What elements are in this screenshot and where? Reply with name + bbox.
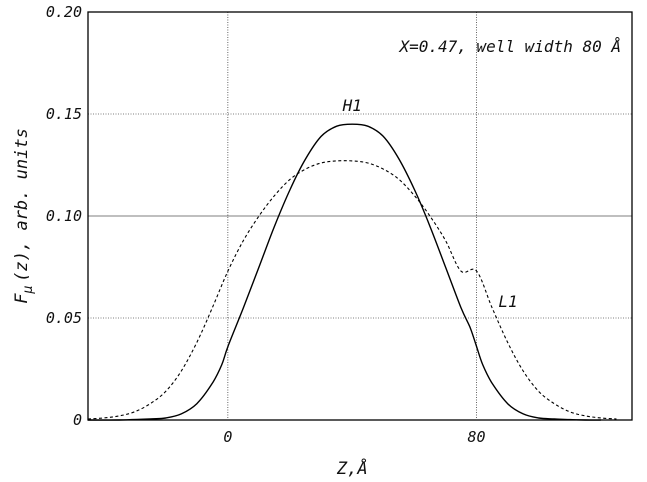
y-tick-label: 0 — [73, 411, 82, 429]
y-tick-label: 0.15 — [46, 105, 82, 123]
series-line-l1 — [87, 160, 617, 420]
plot-frame — [87, 11, 633, 421]
x-tick-label: 0 — [223, 428, 232, 446]
x-tick-label: 80 — [468, 428, 486, 446]
series-line-h1 — [87, 123, 601, 421]
curve-label-l1: L1 — [498, 292, 517, 311]
y-tick-label: 0.20 — [46, 3, 82, 21]
x-axis-label: Z,Å — [336, 457, 368, 479]
chart-annotation: X=0.47, well width 80 Å — [398, 37, 621, 56]
y-axis-label-main: F — [12, 293, 32, 304]
y-axis-label-sub: μ — [21, 286, 36, 295]
y-tick-label: 0.10 — [46, 207, 82, 225]
series-group — [87, 123, 617, 421]
curve-labels: H1 L1 — [342, 96, 518, 311]
curve-label-h1: H1 — [342, 96, 362, 115]
y-tick-label: 0.05 — [46, 309, 82, 327]
y-axis-label-rest: (z), arb. units — [12, 128, 32, 282]
tick-labels: 0 0.05 0.10 0.15 0.20 0 80 — [46, 3, 486, 446]
y-axis-label: Fμ (z), arb. units — [12, 128, 36, 304]
grid — [88, 12, 632, 420]
